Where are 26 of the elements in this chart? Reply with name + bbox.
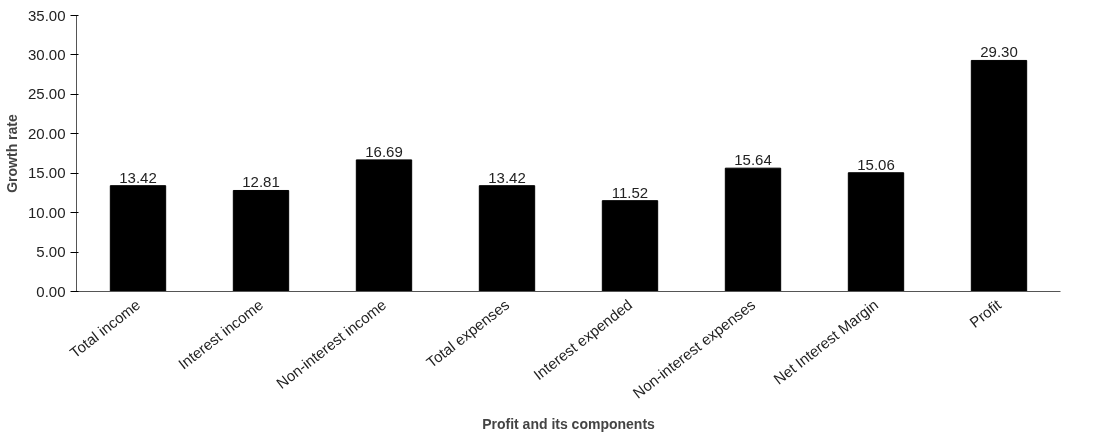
data-label: 16.69 <box>365 142 403 160</box>
y-tick-label: 5.00 <box>36 243 66 261</box>
bar <box>232 189 290 292</box>
bar <box>724 167 782 292</box>
bar <box>109 185 167 292</box>
data-label: 12.81 <box>242 173 280 191</box>
y-tick-label: 15.00 <box>27 164 66 182</box>
data-label: 29.30 <box>980 43 1018 61</box>
y-tick-label: 30.00 <box>27 45 66 63</box>
y-tick-label: 10.00 <box>27 203 66 221</box>
data-label: 15.64 <box>734 151 772 169</box>
bar <box>847 172 905 292</box>
y-tick-label: 0.00 <box>36 282 66 300</box>
y-tick-label: 20.00 <box>27 124 66 142</box>
x-axis-title: Profit and its components <box>482 416 656 433</box>
data-label: 13.42 <box>119 168 157 186</box>
y-tick-label: 25.00 <box>27 85 66 103</box>
data-label: 15.06 <box>857 155 895 173</box>
bar <box>601 200 659 292</box>
bar <box>970 59 1028 292</box>
data-label: 13.42 <box>488 168 526 186</box>
bar <box>478 185 536 292</box>
bar <box>355 159 413 292</box>
data-label: 11.52 <box>611 183 649 201</box>
y-axis-title: Growth rate <box>3 114 20 193</box>
y-tick-label: 35.00 <box>27 6 66 24</box>
